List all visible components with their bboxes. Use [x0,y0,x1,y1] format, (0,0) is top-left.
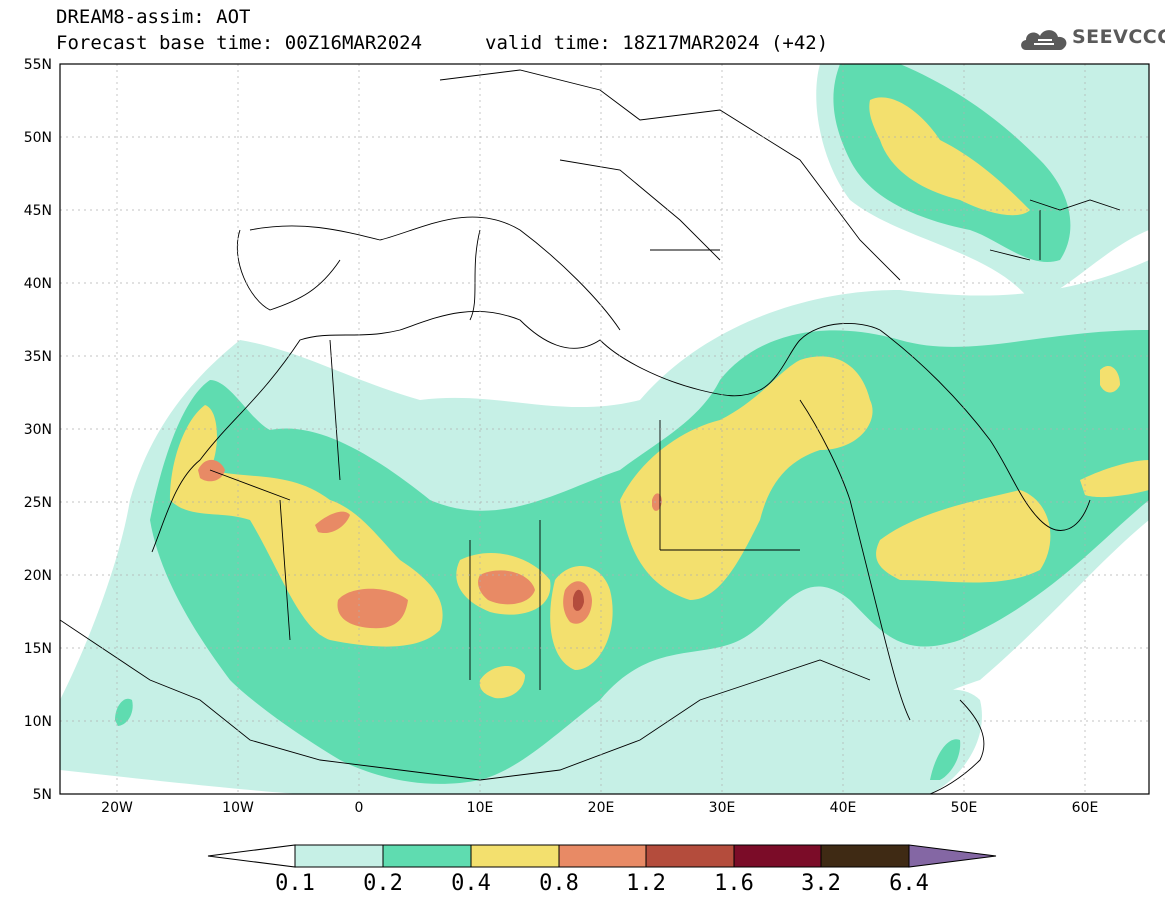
lat-label: 30N [24,422,52,438]
gridlines [60,64,1149,794]
lat-label: 45N [24,203,52,219]
colorbar-labels: 0.1 0.2 0.4 0.8 1.2 1.6 3.2 6.4 [275,871,929,896]
colorbar-label: 0.2 [363,871,403,896]
colorbar [207,844,997,868]
valid-time: valid time: 18Z17MAR2024 (+42) [485,32,829,54]
logo-text: SEEVCCC [1072,26,1165,48]
lat-label: 40N [24,276,52,292]
lat-label: 15N [24,641,52,657]
colorbar-label: 3.2 [801,871,841,896]
colorbar-label: 0.8 [539,871,579,896]
coastlines-borders [60,69,1121,794]
colorbar-label: 1.2 [626,871,666,896]
colorbar-over-triangle [908,844,997,868]
colorbar-under-triangle [207,844,296,868]
aot-band-1.2 [573,589,584,611]
colorbar-bin [470,844,560,868]
colorbar-label: 1.6 [714,871,754,896]
colorbar-label: 6.4 [889,871,929,896]
lat-label: 25N [24,495,52,511]
map-frame [59,63,1150,795]
colorbar-label: 0.1 [275,871,315,896]
lon-label: 60E [1072,800,1099,816]
lon-label: 10W [222,800,254,816]
cloud-icon [1021,30,1067,50]
lon-axis: 20W 10W 0 10E 20E 30E 40E 50E 60E [101,800,1098,816]
lat-label: 5N [33,787,52,803]
lat-label: 20N [24,568,52,584]
lat-label: 50N [24,130,52,146]
colorbar-bin [820,844,910,868]
lat-axis: 55N 50N 45N 40N 35N 30N 25N 20N 15N 10N … [24,57,52,803]
colorbar-bin [294,844,384,868]
lat-label: 10N [24,714,52,730]
lon-label: 30E [709,800,736,816]
lon-label: 40E [830,800,857,816]
colorbar-bin [733,844,822,868]
colorbar-bin [382,844,472,868]
aot-field [60,64,1149,794]
lon-label: 0 [355,800,364,816]
map-title: DREAM8-assim: AOT [56,6,251,28]
seevccc-logo: SEEVCCC [1018,22,1165,56]
lon-label: 20E [588,800,615,816]
colorbar-bin [558,844,647,868]
colorbar-label: 0.4 [451,871,491,896]
lon-label: 20W [101,800,133,816]
lon-label: 50E [951,800,978,816]
lat-label: 55N [24,57,52,73]
forecast-base-time: Forecast base time: 00Z16MAR2024 [56,32,423,54]
colorbar-bin [645,844,735,868]
lat-label: 35N [24,349,52,365]
lon-label: 10E [467,800,494,816]
